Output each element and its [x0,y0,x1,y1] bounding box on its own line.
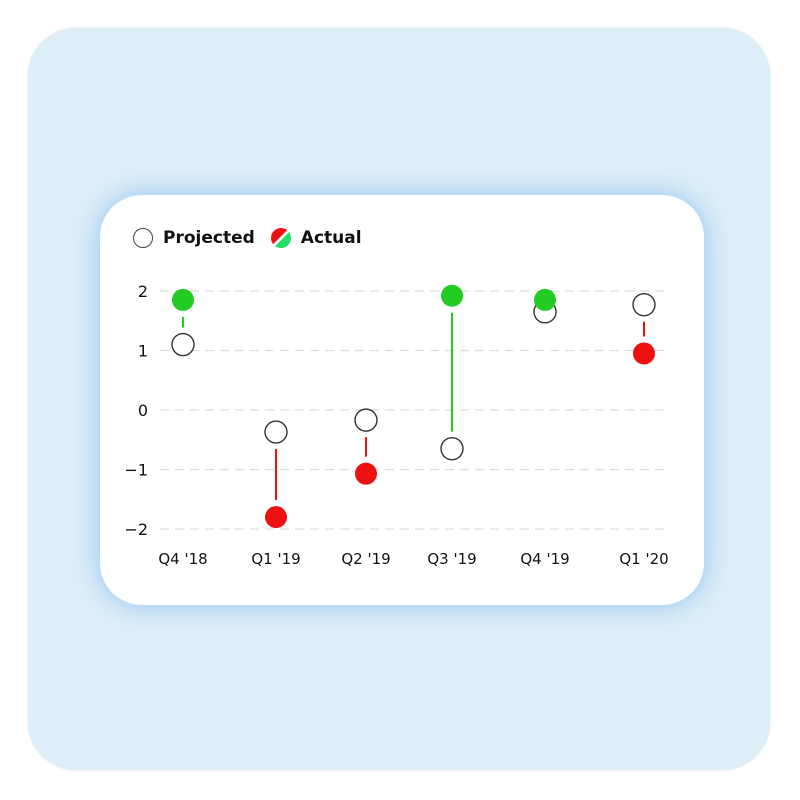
legend-item-projected[interactable]: Projected [133,228,255,248]
y-tick-label: −1 [124,461,148,480]
data-marks [171,284,656,529]
projected-point [632,292,656,317]
actual-point [633,342,655,365]
grid-lines [160,290,668,530]
x-tick-label: Q1 '19 [251,550,300,568]
y-tick-label: 2 [138,282,148,301]
x-tick-label: Q3 '19 [427,550,476,568]
actual-swatch-icon [270,228,291,248]
actual-point [355,462,377,485]
legend-item-actual[interactable]: Actual [270,228,362,248]
legend-label-projected: Projected [163,228,255,248]
actual-point [534,288,556,311]
actual-point [265,506,287,529]
actual-point [441,284,463,307]
y-tick-label: −2 [124,520,148,539]
chart-card [100,195,704,605]
y-axis-ticks: 2 1 0 −1 −2 [124,282,148,539]
y-tick-label: 1 [138,342,148,361]
x-tick-label: Q4 '19 [520,550,569,568]
x-tick-label: Q4 '18 [158,550,207,568]
x-tick-label: Q2 '19 [341,550,390,568]
projected-point [264,420,288,444]
projected-swatch-icon [133,228,153,248]
legend-label-actual: Actual [300,228,362,248]
actual-point [172,288,194,311]
chart-legend: Projected Actual [133,225,378,251]
projected-point [354,408,378,432]
x-axis-ticks: Q4 '18 Q1 '19 Q2 '19 Q3 '19 Q4 '19 Q1 '20 [158,550,668,568]
projected-point [440,436,464,461]
x-tick-label: Q1 '20 [619,550,668,568]
y-tick-label: 0 [138,401,148,420]
projected-point [171,332,195,357]
